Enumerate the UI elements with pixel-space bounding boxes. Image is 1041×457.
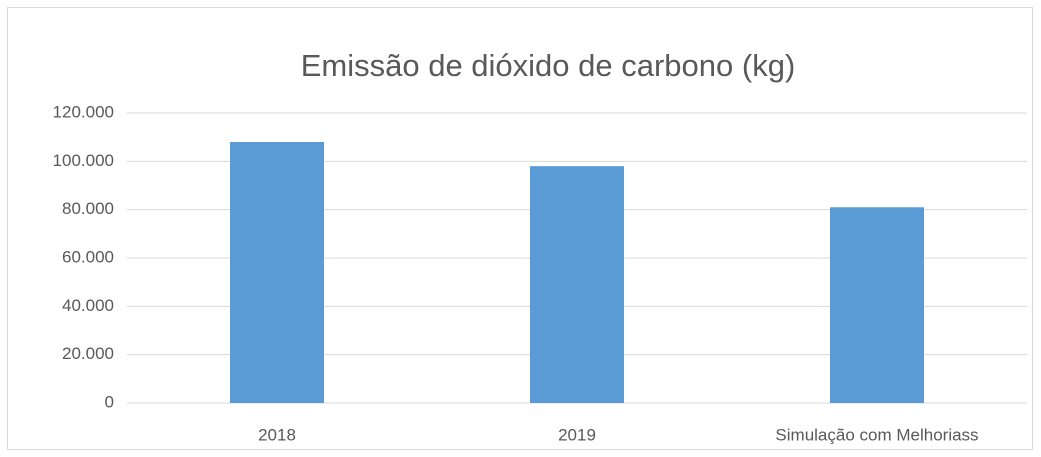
bar: [530, 166, 624, 403]
y-tick-label: 60.000: [62, 247, 114, 266]
x-tick-label: Simulação com Melhoriass: [775, 425, 978, 444]
y-tick-label: 120.000: [53, 102, 114, 121]
y-tick-label: 100.000: [53, 151, 114, 170]
x-tick-label: 2019: [558, 425, 596, 444]
bar: [230, 142, 324, 403]
chart-title: Emissão de dióxido de carbono (kg): [301, 48, 796, 83]
y-tick-label: 0: [105, 392, 114, 411]
x-tick-label: 2018: [258, 425, 296, 444]
y-tick-label: 20.000: [62, 344, 114, 363]
y-tick-label: 80.000: [62, 199, 114, 218]
bar: [830, 207, 924, 403]
y-tick-label: 40.000: [62, 296, 114, 315]
